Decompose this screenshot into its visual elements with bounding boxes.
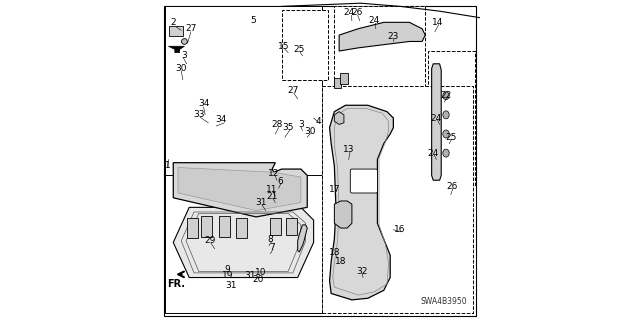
- Text: SWA4B3950: SWA4B3950: [420, 297, 467, 306]
- FancyBboxPatch shape: [187, 218, 198, 238]
- Text: 11: 11: [266, 185, 278, 194]
- Ellipse shape: [443, 111, 449, 119]
- FancyBboxPatch shape: [164, 6, 476, 316]
- Text: 32: 32: [356, 267, 367, 276]
- FancyBboxPatch shape: [170, 26, 184, 36]
- Text: 17: 17: [328, 185, 340, 194]
- FancyBboxPatch shape: [340, 73, 348, 84]
- Text: 24: 24: [369, 16, 380, 25]
- Text: 4: 4: [316, 117, 321, 126]
- FancyBboxPatch shape: [236, 218, 247, 238]
- Text: 34: 34: [216, 115, 227, 124]
- Text: 29: 29: [204, 236, 216, 245]
- FancyBboxPatch shape: [334, 6, 425, 89]
- FancyBboxPatch shape: [333, 78, 341, 88]
- Text: 25: 25: [294, 45, 305, 54]
- Polygon shape: [298, 225, 307, 252]
- FancyBboxPatch shape: [219, 216, 230, 237]
- Text: 35: 35: [282, 123, 294, 132]
- FancyBboxPatch shape: [428, 51, 475, 185]
- Ellipse shape: [443, 130, 449, 138]
- Text: 14: 14: [433, 18, 444, 27]
- Text: 27: 27: [185, 24, 196, 33]
- Text: 19: 19: [221, 271, 233, 280]
- Polygon shape: [339, 22, 425, 51]
- Text: 22: 22: [440, 91, 452, 100]
- FancyBboxPatch shape: [350, 169, 378, 193]
- Text: 24: 24: [431, 114, 442, 122]
- Text: 23: 23: [388, 32, 399, 41]
- FancyBboxPatch shape: [165, 175, 321, 313]
- Text: 26: 26: [447, 182, 458, 191]
- Text: 2: 2: [170, 18, 176, 27]
- Text: 25: 25: [445, 133, 456, 142]
- Text: 27: 27: [287, 86, 299, 95]
- Text: 31: 31: [225, 281, 236, 290]
- Text: 10: 10: [255, 268, 267, 277]
- Text: 3: 3: [298, 120, 304, 129]
- FancyBboxPatch shape: [270, 218, 281, 235]
- Text: 24: 24: [343, 8, 355, 17]
- Text: 5: 5: [250, 16, 256, 25]
- FancyBboxPatch shape: [202, 216, 212, 237]
- Text: 20: 20: [252, 275, 264, 284]
- Text: 16: 16: [394, 225, 406, 234]
- Text: 34: 34: [198, 99, 209, 108]
- Text: 13: 13: [343, 145, 355, 154]
- Text: 9: 9: [225, 265, 230, 274]
- Text: 6: 6: [277, 177, 283, 186]
- Polygon shape: [168, 46, 184, 53]
- FancyBboxPatch shape: [282, 10, 328, 80]
- Ellipse shape: [443, 149, 449, 157]
- Text: 18: 18: [328, 248, 340, 256]
- Text: 30: 30: [175, 64, 187, 73]
- Polygon shape: [334, 112, 344, 124]
- FancyBboxPatch shape: [286, 218, 297, 235]
- Text: 15: 15: [278, 42, 289, 51]
- Text: 24: 24: [428, 149, 439, 158]
- Text: 33: 33: [193, 110, 205, 119]
- Text: 18: 18: [335, 257, 346, 266]
- FancyBboxPatch shape: [165, 6, 321, 179]
- Text: 28: 28: [271, 120, 283, 129]
- Ellipse shape: [443, 92, 449, 100]
- Text: 3: 3: [182, 51, 188, 60]
- FancyBboxPatch shape: [321, 86, 473, 313]
- Polygon shape: [173, 207, 314, 278]
- Text: 7: 7: [269, 243, 275, 252]
- Text: FR.: FR.: [168, 279, 186, 289]
- Text: 21: 21: [266, 192, 278, 201]
- Polygon shape: [173, 163, 307, 217]
- Text: 8: 8: [268, 235, 273, 244]
- Text: 1: 1: [164, 161, 170, 170]
- Polygon shape: [431, 64, 441, 180]
- Polygon shape: [330, 105, 394, 300]
- Polygon shape: [178, 167, 301, 211]
- Polygon shape: [334, 201, 352, 228]
- Text: 12: 12: [268, 169, 280, 178]
- Text: 26: 26: [351, 8, 362, 17]
- Text: 30: 30: [304, 127, 316, 136]
- Text: 31: 31: [255, 198, 267, 207]
- Text: 31: 31: [244, 271, 255, 280]
- Ellipse shape: [182, 39, 188, 44]
